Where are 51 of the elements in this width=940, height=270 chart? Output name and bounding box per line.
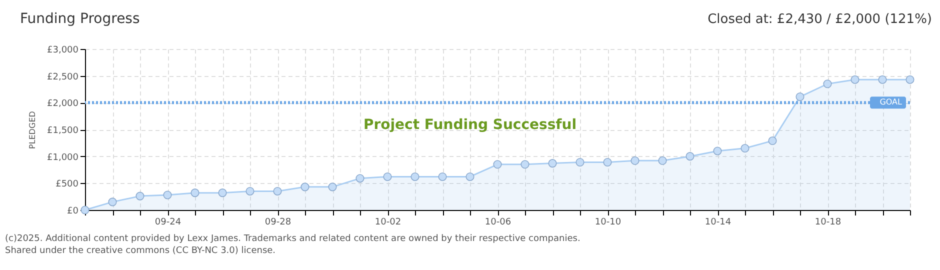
point: [548, 159, 557, 168]
text: (c)2025. Additional content provided by Lexx James. Trademarks and related content are owned by their respective companies.: [5, 234, 580, 244]
point: [356, 174, 364, 183]
point: [493, 160, 502, 169]
point: [136, 192, 144, 200]
x-tick-label: 10-06: [484, 218, 512, 228]
y-tick-label: £0: [67, 206, 79, 216]
ref-line-label: GOAL: [880, 98, 903, 107]
x-tick-label: 10-18: [814, 218, 842, 228]
x-tick-label: 10-14: [704, 218, 732, 228]
point: [658, 156, 667, 165]
point: [466, 172, 474, 181]
point: [850, 75, 860, 84]
point: [190, 188, 200, 198]
point: [823, 80, 832, 88]
y-tick-label: £500: [56, 180, 79, 190]
y-tick-label: £3,000: [47, 46, 79, 56]
point: [218, 188, 227, 198]
point: [328, 182, 337, 192]
chart-title: Funding Progress: [20, 11, 140, 27]
point: [796, 92, 804, 102]
y-tick-label: £1,500: [47, 126, 79, 136]
x-tick-label: 10-02: [374, 218, 402, 228]
point: [300, 182, 310, 192]
y-tick-label: £2,000: [47, 99, 79, 110]
annotation: Project Funding Successful: [363, 117, 577, 133]
y-axis-title: PLEDGED: [28, 111, 38, 149]
point: [163, 190, 172, 200]
y-tick-label: £2,500: [47, 72, 79, 82]
x-tick-label: 09-24: [154, 218, 182, 228]
point: [686, 152, 694, 161]
point: [520, 160, 530, 169]
y-tick-label: £1,000: [47, 152, 79, 163]
point: [768, 136, 777, 146]
point: [410, 172, 420, 181]
point: [246, 186, 254, 196]
point: [878, 75, 887, 84]
x-tick-label: 10-10: [594, 218, 622, 228]
text: Closed at: £2,430 / £2,000 (121%): [708, 12, 932, 27]
point: [576, 158, 584, 166]
text: Shared under the creative commons (CC BY-NC 3.0) license.: [5, 246, 276, 256]
point: [906, 75, 914, 84]
point: [630, 156, 640, 165]
point: [713, 146, 722, 156]
point: [740, 144, 750, 153]
point: [383, 172, 392, 181]
x-tick-label: 09-28: [264, 218, 292, 228]
point: [273, 186, 282, 196]
point: [603, 158, 612, 166]
point: [438, 172, 447, 181]
point: [108, 198, 117, 206]
